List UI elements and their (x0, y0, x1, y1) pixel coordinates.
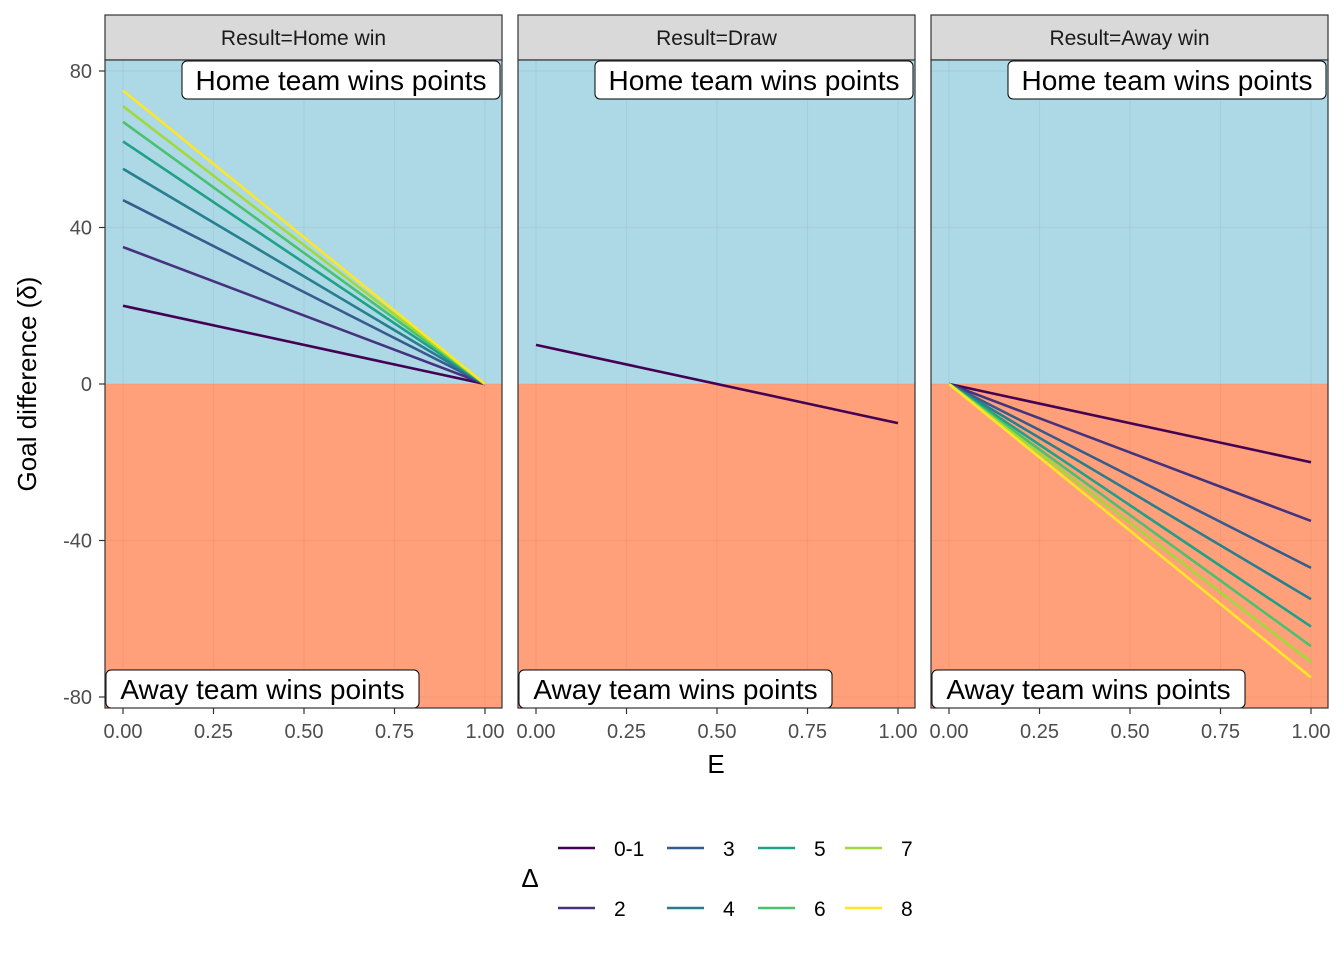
series-line-0-1 (948, 382, 1312, 464)
series-line-7 (948, 382, 1312, 663)
series-line-5 (122, 140, 486, 386)
away-region (931, 384, 1328, 708)
strip-label: Result=Away win (1049, 27, 1209, 50)
legend-label: 8 (901, 898, 913, 921)
y-tick-label: -40 (63, 531, 92, 553)
home-region (931, 60, 1328, 384)
x-tick-label: 1.00 (466, 721, 505, 743)
panel-1: Result=Home win Home team wins points Away… (104, 14, 505, 743)
away-region (105, 384, 502, 708)
home-region (518, 60, 915, 384)
panel-3: Result=Away win Home team wins points Away… (930, 14, 1331, 743)
legend-label: 2 (614, 898, 626, 921)
series-line-3 (948, 382, 1312, 570)
legend-label: 5 (814, 838, 826, 861)
home-region-label: Home team wins points (608, 65, 899, 96)
series-line-6 (122, 120, 486, 386)
x-tick-label: 0.25 (607, 721, 646, 743)
x-tick-label: 0.50 (285, 721, 324, 743)
series-line-3 (122, 198, 486, 386)
x-axis-title: E (707, 749, 724, 779)
legend-label: 7 (901, 838, 913, 861)
away-region-label: Away team wins points (533, 674, 817, 705)
x-tick-label: 1.00 (879, 721, 918, 743)
home-region (105, 60, 502, 384)
home-region-label: Home team wins points (195, 65, 486, 96)
legend-item-6: 6 (758, 898, 826, 921)
series-line-4 (948, 382, 1312, 601)
x-tick-label: 0.00 (517, 721, 556, 743)
y-axis-title: Goal difference (δ) (12, 277, 42, 492)
home-label-box (1007, 60, 1327, 100)
y-tick-label: -80 (63, 687, 92, 709)
panel-2: Result=Draw Home team wins points Away tea… (517, 14, 918, 743)
y-tick-label: 0 (81, 374, 92, 396)
series-line-5 (948, 382, 1312, 628)
x-tick-label: 0.50 (698, 721, 737, 743)
strip-label: Result=Home win (221, 27, 386, 50)
series-line-8 (948, 382, 1312, 679)
y-tick-label: 40 (70, 218, 92, 240)
home-label-box (594, 60, 914, 100)
series-line-8 (122, 89, 486, 386)
series-line-2 (948, 382, 1312, 523)
x-tick-label: 0.75 (788, 721, 827, 743)
legend-item-4: 4 (667, 898, 735, 921)
strip-label: Result=Draw (656, 27, 778, 50)
legend-item-0-1: 0-1 (558, 838, 644, 861)
series-line-7 (122, 105, 486, 386)
legend-item-8: 8 (845, 898, 913, 921)
strip-background (930, 14, 1329, 61)
legend-item-7: 7 (845, 838, 913, 861)
legend-item-2: 2 (558, 898, 626, 921)
legend-item-3: 3 (667, 838, 735, 861)
legend: Δ 0-1 2 3 4 5 6 7 8 (521, 838, 912, 921)
legend-item-5: 5 (758, 838, 826, 861)
x-tick-label: 0.75 (375, 721, 414, 743)
legend-title: Δ (521, 863, 538, 893)
x-tick-label: 0.50 (1111, 721, 1150, 743)
strip-background (104, 14, 503, 61)
legend-label: 6 (814, 898, 826, 921)
x-tick-label: 0.00 (930, 721, 969, 743)
series-line-0-1 (535, 343, 899, 425)
series-line-6 (948, 382, 1312, 648)
x-tick-label: 1.00 (1292, 721, 1331, 743)
series-line-4 (122, 167, 486, 386)
x-tick-label: 0.25 (194, 721, 233, 743)
away-region-label: Away team wins points (120, 674, 404, 705)
legend-label: 3 (723, 838, 735, 861)
series-line-0-1 (122, 304, 486, 386)
x-tick-label: 0.75 (1201, 721, 1240, 743)
y-tick-label: 80 (70, 61, 92, 83)
home-region-label: Home team wins points (1021, 65, 1312, 96)
x-tick-label: 0.25 (1020, 721, 1059, 743)
series-line-2 (122, 245, 486, 386)
legend-label: 0-1 (614, 838, 644, 861)
x-tick-label: 0.00 (104, 721, 143, 743)
home-label-box (181, 60, 501, 100)
legend-label: 4 (723, 898, 735, 921)
away-region (518, 384, 915, 708)
away-region-label: Away team wins points (946, 674, 1230, 705)
